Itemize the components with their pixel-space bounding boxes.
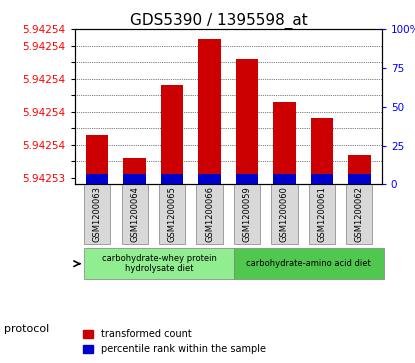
- Text: carbohydrate-whey protein
hydrolysate diet: carbohydrate-whey protein hydrolysate di…: [102, 254, 216, 273]
- Legend: transformed count, percentile rank within the sample: transformed count, percentile rank withi…: [80, 326, 270, 358]
- Bar: [123, 158, 146, 184]
- FancyBboxPatch shape: [346, 184, 372, 244]
- Bar: [348, 155, 371, 184]
- Text: carbohydrate-amino acid diet: carbohydrate-amino acid diet: [247, 259, 371, 268]
- Bar: [86, 174, 108, 184]
- Text: GSM1200064: GSM1200064: [130, 186, 139, 242]
- FancyBboxPatch shape: [84, 248, 234, 279]
- Text: GSM1200066: GSM1200066: [205, 186, 214, 242]
- Bar: [86, 135, 108, 184]
- Text: GSM1200063: GSM1200063: [93, 186, 102, 242]
- Text: GDS5390 / 1395598_at: GDS5390 / 1395598_at: [130, 13, 308, 29]
- Bar: [236, 174, 258, 184]
- FancyBboxPatch shape: [196, 184, 222, 244]
- FancyBboxPatch shape: [234, 184, 260, 244]
- Bar: [273, 174, 295, 184]
- Bar: [123, 174, 146, 184]
- FancyBboxPatch shape: [159, 184, 185, 244]
- Text: protocol: protocol: [4, 323, 49, 334]
- FancyBboxPatch shape: [84, 184, 110, 244]
- Bar: [161, 174, 183, 184]
- Bar: [273, 102, 295, 184]
- Text: GSM1200062: GSM1200062: [355, 186, 364, 242]
- Bar: [198, 174, 221, 184]
- Bar: [198, 39, 221, 184]
- FancyBboxPatch shape: [271, 184, 298, 244]
- Text: GSM1200065: GSM1200065: [168, 186, 176, 242]
- FancyBboxPatch shape: [122, 184, 148, 244]
- Text: GSM1200061: GSM1200061: [317, 186, 326, 242]
- FancyBboxPatch shape: [234, 248, 384, 279]
- Text: GSM1200059: GSM1200059: [242, 187, 251, 242]
- Bar: [348, 174, 371, 184]
- Bar: [236, 59, 258, 184]
- Text: GSM1200060: GSM1200060: [280, 186, 289, 242]
- FancyBboxPatch shape: [309, 184, 335, 244]
- Bar: [311, 174, 333, 184]
- Bar: [311, 118, 333, 184]
- Bar: [161, 85, 183, 184]
